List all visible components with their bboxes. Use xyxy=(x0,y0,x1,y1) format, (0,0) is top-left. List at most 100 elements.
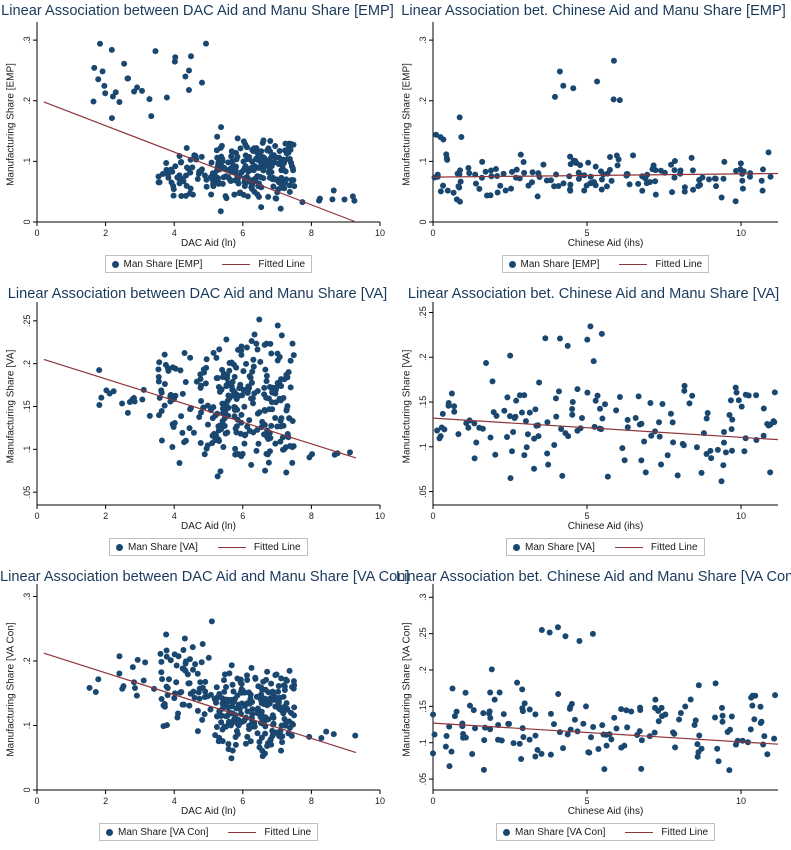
data-point xyxy=(608,177,615,184)
data-point xyxy=(458,134,465,141)
data-point xyxy=(231,191,238,198)
data-point xyxy=(555,182,562,189)
fitted-line xyxy=(43,358,357,459)
data-point xyxy=(209,170,216,177)
data-point xyxy=(545,461,552,468)
data-point xyxy=(567,703,574,710)
data-point xyxy=(156,179,163,186)
data-point xyxy=(590,724,597,731)
y-tick-label: .25 xyxy=(418,306,428,319)
data-point xyxy=(508,185,515,192)
data-point xyxy=(703,415,710,422)
data-point xyxy=(520,159,527,166)
data-point xyxy=(608,736,615,743)
data-point xyxy=(732,384,739,391)
data-point xyxy=(263,378,270,385)
data-point xyxy=(277,438,284,445)
data-point xyxy=(202,380,209,387)
data-point xyxy=(101,82,108,89)
data-point xyxy=(254,730,261,737)
legend-line-label: Fitted Line xyxy=(258,258,306,270)
data-point xyxy=(221,671,228,678)
data-point xyxy=(551,93,558,100)
data-point xyxy=(522,418,529,425)
data-point xyxy=(92,688,99,695)
data-point xyxy=(155,373,162,380)
data-point xyxy=(580,720,587,727)
legend-marker-icon xyxy=(106,828,113,836)
data-point xyxy=(715,758,722,765)
data-point xyxy=(471,420,478,427)
data-point xyxy=(635,393,642,400)
data-point xyxy=(212,732,219,739)
data-point xyxy=(160,723,167,730)
data-point xyxy=(668,161,675,168)
data-point xyxy=(250,400,257,407)
data-point xyxy=(239,718,246,725)
fitted-line xyxy=(432,417,779,441)
data-point xyxy=(521,700,528,707)
data-point xyxy=(265,716,272,723)
data-point xyxy=(638,765,645,772)
data-point xyxy=(749,702,756,709)
data-point xyxy=(289,459,296,466)
data-point xyxy=(532,753,539,760)
data-point xyxy=(182,192,189,199)
data-point xyxy=(451,408,458,415)
data-point xyxy=(521,392,528,399)
data-point xyxy=(203,356,210,363)
data-point xyxy=(759,187,766,194)
data-point xyxy=(451,403,458,410)
scatter-plot-p4: .05 .1 .15 .2 .25 0 5 10 xyxy=(418,302,779,521)
data-point xyxy=(98,394,105,401)
data-point xyxy=(238,411,245,418)
data-point xyxy=(560,180,567,187)
data-point xyxy=(209,432,216,439)
data-point xyxy=(265,459,272,466)
data-point xyxy=(284,705,291,712)
data-point xyxy=(181,439,188,446)
data-point xyxy=(540,161,547,168)
data-point xyxy=(198,397,205,404)
data-point xyxy=(253,447,260,454)
data-point xyxy=(457,178,464,185)
data-point xyxy=(486,708,493,715)
data-point xyxy=(223,375,230,382)
x-tick-label: 10 xyxy=(375,228,385,238)
data-point xyxy=(232,169,239,176)
y-tick-label: .15 xyxy=(22,400,32,413)
chart-panel-p5: 0 .1 .2 .3 0 2 4 6 8 10 Linear Association between… xyxy=(0,566,409,849)
data-point xyxy=(735,397,742,404)
y-tick-label: .25 xyxy=(418,627,428,640)
data-point xyxy=(513,397,520,404)
data-point xyxy=(760,405,767,412)
data-point xyxy=(652,191,659,198)
data-point xyxy=(587,173,594,180)
data-point xyxy=(705,176,712,183)
data-point xyxy=(275,699,282,706)
data-point xyxy=(747,170,754,177)
y-tick-label: .3 xyxy=(22,593,32,601)
data-point xyxy=(443,151,450,158)
data-point xyxy=(241,440,248,447)
data-point xyxy=(283,371,290,378)
data-point xyxy=(524,431,531,438)
data-point xyxy=(219,400,226,407)
data-point xyxy=(560,745,567,752)
data-point xyxy=(183,182,190,189)
data-point xyxy=(268,399,275,406)
data-point xyxy=(213,724,220,731)
legend-line-icon xyxy=(228,831,257,833)
y-axis-label: Manufacturing Share [VA] xyxy=(5,349,17,463)
legend-scatter-label: Man Share [VA] xyxy=(128,541,198,553)
legend-line-label: Fitted Line xyxy=(655,258,703,270)
data-point xyxy=(161,351,168,358)
data-point xyxy=(592,397,599,404)
data-point xyxy=(121,60,128,67)
data-point xyxy=(283,677,290,684)
data-point xyxy=(448,748,455,755)
data-point xyxy=(455,183,462,190)
data-point xyxy=(278,675,285,682)
data-point xyxy=(652,696,659,703)
data-point xyxy=(262,686,269,693)
